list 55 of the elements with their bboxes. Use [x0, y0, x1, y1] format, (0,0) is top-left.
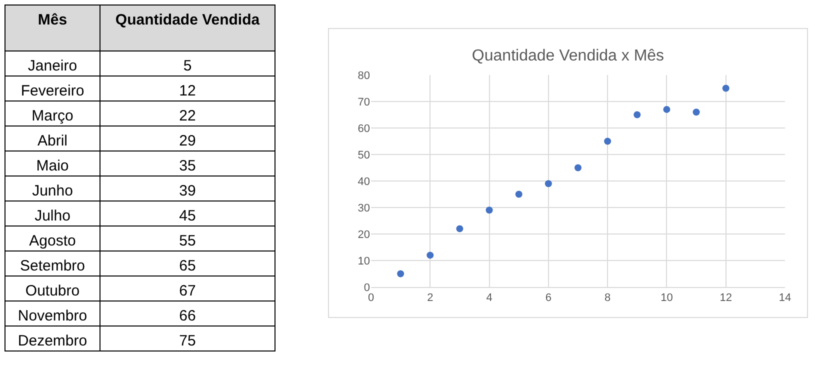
point	[426, 252, 434, 259]
data-label: 55	[179, 232, 196, 250]
point	[634, 111, 641, 118]
category-label: Dezembro	[18, 332, 88, 350]
point	[456, 225, 464, 232]
point	[604, 138, 612, 145]
data-label: 66	[179, 307, 196, 324]
point	[663, 106, 670, 113]
y-tick-label: 50	[358, 149, 370, 162]
category-label: Agosto	[29, 232, 76, 250]
category-label: Maio	[36, 157, 69, 174]
point	[544, 180, 552, 188]
point	[574, 164, 582, 172]
y-tick-label: 80	[358, 70, 370, 82]
point	[397, 270, 404, 278]
category-label: Novembro	[18, 307, 88, 324]
x-tick-label: 12	[720, 292, 732, 304]
text: Mês	[38, 11, 68, 28]
x-tick-label: 10	[660, 292, 673, 304]
category-label: Fevereiro	[20, 82, 84, 100]
point	[515, 190, 522, 198]
data-label: 65	[179, 257, 196, 274]
y-tick-label: 30	[358, 202, 370, 214]
x-tick-label: 14	[778, 292, 792, 304]
data-label: 22	[179, 107, 196, 124]
x-tick-label: 2	[427, 292, 434, 304]
y-tick-label: 20	[358, 228, 370, 241]
category-label: Setembro	[20, 257, 86, 274]
category-label: Outubro	[25, 282, 80, 300]
data-label: 39	[179, 182, 196, 200]
data-label: 45	[179, 207, 196, 224]
data-label: 29	[179, 132, 196, 150]
data-label: 5	[183, 57, 192, 74]
y-tick-label: 0	[364, 282, 370, 294]
text: Quantidade Vendida	[115, 11, 260, 28]
x-tick-label: 6	[545, 292, 552, 304]
data-label: 75	[179, 332, 196, 350]
point	[486, 206, 493, 214]
category-label: Janeiro	[28, 57, 78, 74]
category-label: Março	[32, 107, 74, 124]
y-tick-label: 60	[358, 122, 370, 135]
data-label: 67	[179, 282, 196, 300]
category-label: Julho	[34, 207, 70, 224]
data-label: 35	[179, 157, 196, 174]
category-label: Abril	[37, 132, 68, 150]
y-tick-label: 70	[358, 96, 370, 108]
chart-title: Quantidade Vendida x Mês	[472, 47, 664, 64]
point	[722, 84, 730, 92]
data-label: 12	[179, 82, 196, 100]
y-tick-label: 10	[358, 255, 370, 268]
x-tick-label: 8	[604, 292, 611, 304]
x-tick-label: 4	[486, 292, 492, 304]
y-tick-label: 40	[358, 176, 370, 188]
category-label: Junho	[32, 182, 73, 200]
point	[692, 108, 700, 116]
